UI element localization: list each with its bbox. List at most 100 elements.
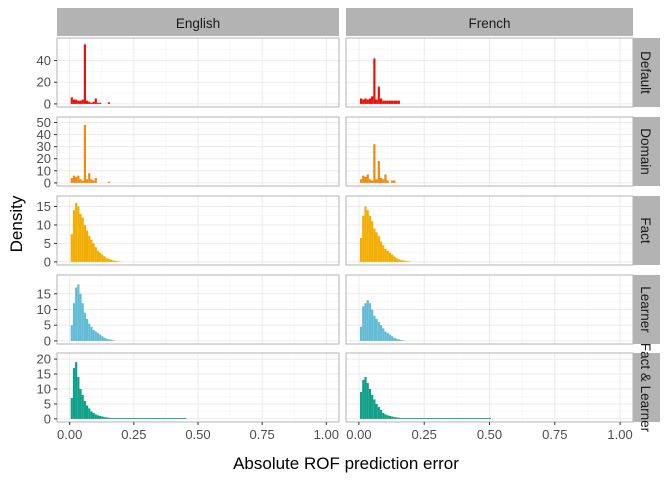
histogram-bar [99,334,102,341]
column-strip-label: English [176,16,220,31]
histogram-bar [94,247,97,262]
x-tick-label: 0.50 [477,427,502,442]
histogram-bar [149,417,152,419]
histogram-bar [377,161,380,183]
histogram-bar [448,417,451,419]
histogram-bar [175,417,178,419]
histogram-bar [136,417,139,419]
histogram-bar [433,417,436,419]
histogram-series [70,124,110,183]
histogram-bar [83,44,86,104]
y-tick-label: 0 [44,411,51,426]
histogram-bar [391,336,394,341]
histogram-bar [114,260,117,262]
row-strip [633,117,660,186]
histogram-bar [112,340,115,341]
histogram-bar [72,99,76,104]
histogram-bar [90,179,93,183]
histogram-bar [379,178,383,183]
histogram-bar [391,416,394,419]
x-tick-label: 0.25 [412,427,437,442]
panel-border [345,274,634,345]
x-tick-label: 0.25 [121,427,146,442]
histogram-bar [384,174,387,183]
histogram-bar [70,325,73,341]
histogram-bar [411,417,414,419]
y-tick-label: 5 [44,318,51,333]
histogram-bar [88,173,91,183]
histogram-bar [107,181,110,183]
histogram-bar [391,100,394,104]
histogram-bar [181,417,185,419]
histogram-bar [404,260,407,262]
histogram-bar [393,256,396,262]
histogram-bar [395,258,398,262]
y-tick-label: 5 [44,236,51,251]
histogram-bar [373,58,376,104]
histogram-bar [364,303,367,341]
histogram-bar [426,417,429,419]
histogram-bar [109,259,113,262]
histogram-bar [362,215,365,262]
histogram-bar [371,394,374,419]
histogram-bar [90,411,93,419]
panel-border [345,37,634,108]
histogram-bar [147,417,150,419]
histogram-bar [94,331,97,341]
panel-border [345,116,634,187]
panel [345,37,634,108]
panel [56,37,340,108]
histogram-bar [368,388,372,419]
histogram-bar [70,234,73,262]
histogram-series [359,300,405,341]
histogram-bar [430,417,434,419]
histogram-bar [99,415,102,419]
histogram-bar [399,260,403,262]
histogram-bar [160,417,163,419]
histogram-bar [373,315,376,341]
histogram-bar [72,175,76,183]
histogram-bar [107,258,110,262]
histogram-bar [120,417,124,419]
column-strip [57,8,339,36]
histogram-bar [83,312,86,341]
histogram-bar [83,400,86,419]
histogram-bar [366,300,369,341]
histogram-bar [359,98,363,104]
histogram-bar [77,100,80,104]
y-axis-title: Density [7,195,26,252]
y-tick-label: 20 [37,151,51,166]
column-strip [346,8,633,36]
histogram-bar [386,180,389,183]
y-tick-label: 0 [44,96,51,111]
histogram-bar [85,100,89,104]
y-tick-label: 10 [37,302,51,317]
histogram-bar [444,417,447,419]
panel [56,274,340,345]
histogram-bar [129,417,132,419]
histogram-bar [96,102,100,104]
histogram-bar [96,250,100,262]
histogram-bar [417,417,420,419]
row-strip [633,196,660,265]
histogram-bar [366,383,369,419]
histogram-bar [382,179,385,183]
panel [345,274,634,345]
histogram-bar [470,417,474,419]
x-tick-label: 0.50 [185,427,210,442]
histogram-bar [393,100,396,104]
histogram-bar [395,100,398,104]
panel [56,116,340,187]
histogram-bar [127,417,130,419]
x-tick-label: 0.75 [249,427,274,442]
x-tick-label: 1.00 [607,427,632,442]
histogram-bar [446,417,449,419]
histogram-bar [408,417,412,419]
histogram-bar [77,377,80,419]
histogram-bar [366,174,369,183]
row-strip-label: Fact & Learner [638,343,653,433]
histogram-bar [368,215,372,262]
histogram-bar [88,101,91,104]
histogram-bar [116,417,119,419]
histogram-bar [70,397,73,419]
